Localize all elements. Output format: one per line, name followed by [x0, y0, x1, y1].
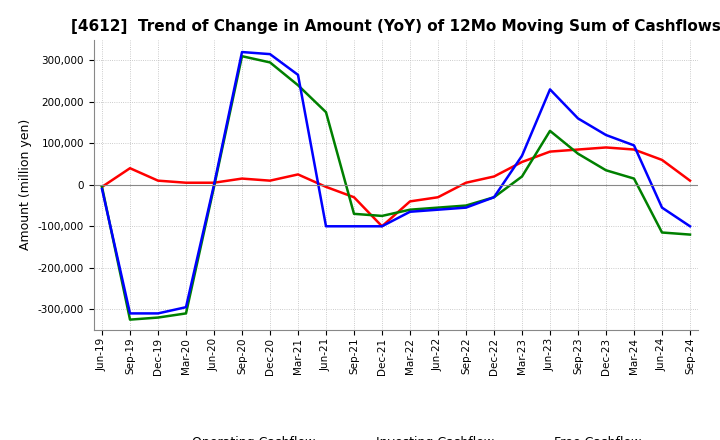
Operating Cashflow	[433, 194, 442, 200]
Investing Cashflow	[433, 205, 442, 210]
Free Cashflow	[210, 182, 218, 187]
Operating Cashflow	[210, 180, 218, 185]
Line: Operating Cashflow: Operating Cashflow	[102, 147, 690, 226]
Free Cashflow	[322, 224, 330, 229]
Investing Cashflow	[518, 174, 526, 179]
Operating Cashflow	[153, 178, 162, 183]
Investing Cashflow	[657, 230, 666, 235]
Investing Cashflow	[574, 151, 582, 156]
Operating Cashflow	[574, 147, 582, 152]
Free Cashflow	[378, 224, 387, 229]
Free Cashflow	[405, 209, 414, 214]
Operating Cashflow	[657, 157, 666, 162]
Operating Cashflow	[350, 194, 359, 200]
Free Cashflow	[490, 194, 498, 200]
Free Cashflow	[238, 49, 246, 55]
Free Cashflow	[181, 304, 190, 310]
Free Cashflow	[350, 224, 359, 229]
Line: Investing Cashflow: Investing Cashflow	[102, 56, 690, 319]
Operating Cashflow	[630, 147, 639, 152]
Investing Cashflow	[322, 110, 330, 115]
Operating Cashflow	[378, 224, 387, 229]
Operating Cashflow	[181, 180, 190, 185]
Free Cashflow	[546, 87, 554, 92]
Operating Cashflow	[238, 176, 246, 181]
Free Cashflow	[294, 72, 302, 77]
Line: Free Cashflow: Free Cashflow	[102, 52, 690, 313]
Legend: Operating Cashflow, Investing Cashflow, Free Cashflow: Operating Cashflow, Investing Cashflow, …	[146, 432, 646, 440]
Free Cashflow	[153, 311, 162, 316]
Free Cashflow	[574, 116, 582, 121]
Title: [4612]  Trend of Change in Amount (YoY) of 12Mo Moving Sum of Cashflows: [4612] Trend of Change in Amount (YoY) o…	[71, 19, 720, 34]
Investing Cashflow	[350, 211, 359, 216]
Investing Cashflow	[378, 213, 387, 219]
Investing Cashflow	[630, 176, 639, 181]
Operating Cashflow	[266, 178, 274, 183]
Investing Cashflow	[98, 184, 107, 190]
Free Cashflow	[433, 207, 442, 213]
Free Cashflow	[126, 311, 135, 316]
Operating Cashflow	[685, 178, 694, 183]
Investing Cashflow	[181, 311, 190, 316]
Operating Cashflow	[405, 199, 414, 204]
Operating Cashflow	[490, 174, 498, 179]
Operating Cashflow	[294, 172, 302, 177]
Y-axis label: Amount (million yen): Amount (million yen)	[19, 119, 32, 250]
Investing Cashflow	[462, 203, 470, 208]
Investing Cashflow	[126, 317, 135, 322]
Investing Cashflow	[238, 54, 246, 59]
Investing Cashflow	[490, 194, 498, 200]
Free Cashflow	[462, 205, 470, 210]
Free Cashflow	[518, 153, 526, 158]
Investing Cashflow	[685, 232, 694, 237]
Operating Cashflow	[322, 184, 330, 190]
Investing Cashflow	[405, 207, 414, 213]
Investing Cashflow	[546, 128, 554, 133]
Investing Cashflow	[266, 60, 274, 65]
Operating Cashflow	[462, 180, 470, 185]
Investing Cashflow	[602, 168, 611, 173]
Free Cashflow	[98, 186, 107, 191]
Operating Cashflow	[546, 149, 554, 154]
Operating Cashflow	[126, 165, 135, 171]
Free Cashflow	[657, 205, 666, 210]
Operating Cashflow	[518, 159, 526, 165]
Free Cashflow	[685, 224, 694, 229]
Investing Cashflow	[153, 315, 162, 320]
Investing Cashflow	[210, 184, 218, 190]
Operating Cashflow	[602, 145, 611, 150]
Operating Cashflow	[98, 184, 107, 190]
Free Cashflow	[266, 51, 274, 57]
Free Cashflow	[602, 132, 611, 138]
Investing Cashflow	[294, 83, 302, 88]
Free Cashflow	[630, 143, 639, 148]
